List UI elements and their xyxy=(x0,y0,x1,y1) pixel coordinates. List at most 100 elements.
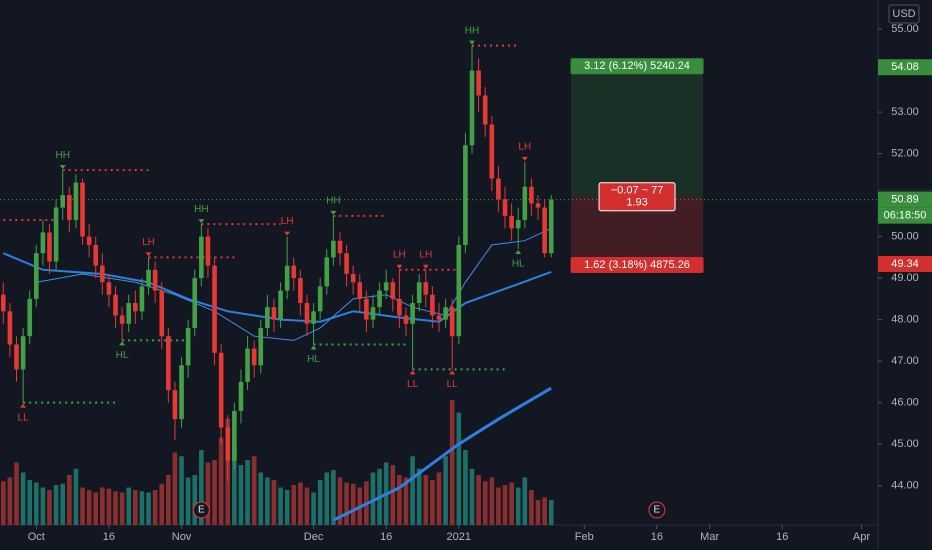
pivot-marker xyxy=(469,40,476,45)
candle-body xyxy=(218,352,224,428)
volume-bar xyxy=(40,487,46,525)
pivot-label: HL xyxy=(116,350,129,361)
volume-bar xyxy=(430,480,435,525)
x-tick-label: 16 xyxy=(651,531,663,543)
currency-box[interactable] xyxy=(888,4,920,24)
volume-bar xyxy=(476,475,481,525)
volume-bar xyxy=(100,487,105,525)
volume-bar xyxy=(218,437,224,525)
earnings-marker[interactable] xyxy=(648,501,666,519)
volume-bar xyxy=(489,477,495,525)
volume-bar xyxy=(502,485,508,525)
pivot-marker xyxy=(396,264,403,269)
volume-bar xyxy=(317,480,323,525)
x-tick-label: Nov xyxy=(172,531,192,543)
candle-body xyxy=(489,124,495,179)
candle-body xyxy=(212,265,217,353)
moving-average xyxy=(332,386,552,522)
volume-bar xyxy=(403,477,409,525)
candle-body xyxy=(390,282,396,299)
candle-body xyxy=(443,307,448,320)
candle-body xyxy=(152,269,158,291)
pivot-label: HL xyxy=(512,259,525,270)
volume-bar xyxy=(119,492,125,525)
volume-bar xyxy=(86,490,92,525)
volume-bar xyxy=(311,492,316,525)
candle-body xyxy=(344,253,349,274)
volume-bar xyxy=(436,472,442,525)
candle-body xyxy=(416,282,422,304)
y-tick-label: 48.00 xyxy=(891,314,919,326)
volume-bar xyxy=(449,400,455,525)
candle-body xyxy=(548,199,554,254)
volume-bar xyxy=(515,487,521,525)
x-tick-label: Dec xyxy=(304,531,324,543)
candle-body xyxy=(258,327,264,366)
pivot-label: HH xyxy=(194,204,208,215)
pivot-label: HH xyxy=(465,25,479,36)
volume-bar xyxy=(159,483,165,525)
candle-body xyxy=(93,244,99,266)
candle-body xyxy=(251,348,257,366)
volume-bar xyxy=(212,460,217,525)
candle-body xyxy=(377,290,382,308)
pivot-marker xyxy=(198,219,205,224)
position-center-box xyxy=(598,182,676,212)
y-tick-label: 50.00 xyxy=(891,231,919,243)
volume-bar xyxy=(27,480,33,525)
x-tick-label: 16 xyxy=(380,531,392,543)
candle-body xyxy=(185,327,191,366)
volume-bar xyxy=(185,477,191,525)
volume-bar xyxy=(133,490,138,525)
price-label-box xyxy=(878,191,932,208)
volume-bar xyxy=(548,500,554,525)
candle-body xyxy=(278,290,283,320)
candle-body xyxy=(515,219,521,229)
earnings-marker[interactable] xyxy=(192,501,210,519)
candle-body xyxy=(311,311,316,324)
x-tick-label: Apr xyxy=(853,531,870,543)
candle-body xyxy=(436,315,442,320)
x-tick-label: Feb xyxy=(575,531,594,543)
candle-body xyxy=(265,307,270,328)
candle-body xyxy=(357,282,363,299)
candle-body xyxy=(317,286,323,312)
candle-body xyxy=(449,307,455,337)
volume-bar xyxy=(416,468,422,525)
candle-body xyxy=(33,253,39,299)
y-tick-label: 53.00 xyxy=(891,106,919,118)
volume-bar xyxy=(93,492,99,525)
candle-body xyxy=(53,207,59,262)
volume-bar xyxy=(73,468,79,525)
pivot-marker xyxy=(515,250,522,255)
pivot-label: HH xyxy=(326,195,340,206)
candle-body xyxy=(284,265,290,291)
volume-bar xyxy=(113,491,118,525)
candle-body xyxy=(86,236,92,245)
volume-bar xyxy=(192,475,198,525)
candle-body xyxy=(542,207,547,254)
candle-body xyxy=(232,410,237,461)
candle-body xyxy=(502,199,508,216)
volume-bar xyxy=(126,487,132,525)
volume-bar xyxy=(258,472,264,525)
x-tick-label: Oct xyxy=(28,531,45,543)
candle-body xyxy=(337,240,343,254)
volume-bar xyxy=(443,456,448,525)
candle-body xyxy=(364,298,369,320)
candle-body xyxy=(47,232,52,262)
position-center-label: −0.07 ~ 77 xyxy=(611,185,664,197)
candle-body xyxy=(73,182,79,220)
volume-bar xyxy=(14,462,19,525)
volume-bar xyxy=(271,480,277,525)
volume-bar xyxy=(80,487,85,525)
volume-bar xyxy=(172,452,178,525)
pivot-marker xyxy=(20,403,27,408)
position-center-label: 1.93 xyxy=(626,197,647,209)
candle-body xyxy=(529,186,534,204)
countdown: 06:18:50 xyxy=(884,210,927,222)
candle-body xyxy=(383,282,389,291)
pivot-label: LL xyxy=(447,379,459,390)
x-tick-label: 16 xyxy=(103,531,115,543)
volume-bar xyxy=(397,475,402,525)
